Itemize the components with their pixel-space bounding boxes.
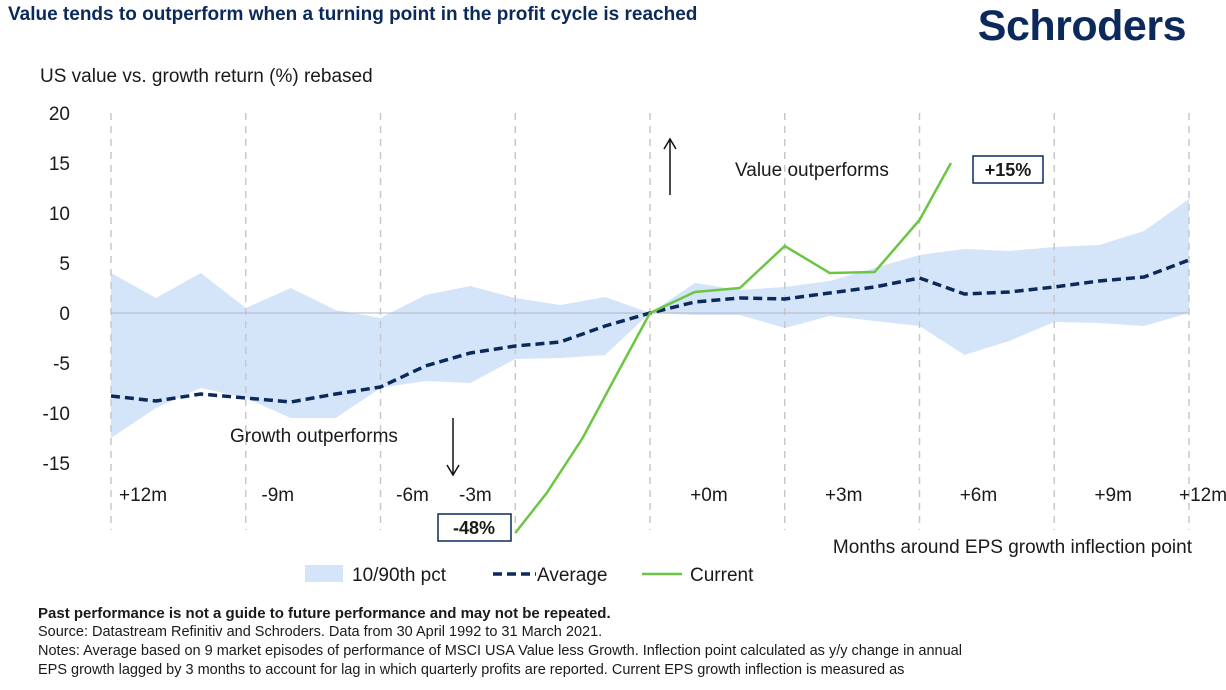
chart-area: 20 15 10 5 0 -5 -10 -15 +12m -9m -6m -3m +0m +3m +6m +9… <box>43 104 1226 586</box>
series-current-line <box>514 162 953 534</box>
notes-line-1: Notes: Average based on 9 market episode… <box>38 643 962 659</box>
y-tick-label: -5 <box>53 354 70 375</box>
legend-band-label: 10/90th pct <box>352 565 447 586</box>
growth-outperforms-label: Growth outperforms <box>230 426 398 447</box>
notes-line-2: EPS growth lagged by 3 months to account… <box>38 662 905 678</box>
x-tick-label: +9m <box>1094 485 1132 506</box>
x-tick-label: -6m <box>396 485 429 506</box>
y-axis-title: US value vs. growth return (%) rebased <box>40 66 373 87</box>
y-tick-label: 5 <box>59 254 70 275</box>
x-tick-label: +12m <box>119 485 167 506</box>
callout-low-box <box>437 513 512 542</box>
y-tick-label: 0 <box>59 304 70 325</box>
y-tick-label: 10 <box>49 204 70 225</box>
up-arrow-head-icon <box>663 137 677 150</box>
schroders-logo: Schroders <box>977 2 1187 50</box>
x-tick-label: +12m <box>1179 485 1226 506</box>
callout-high-label: +15% <box>985 160 1032 180</box>
value-outperforms-label: Value outperforms <box>735 160 889 181</box>
footer: Past performance is not a guide to futur… <box>38 604 1218 680</box>
chart-title: Value tends to outperform when a turning… <box>8 4 698 25</box>
x-axis-title: Months around EPS growth inflection poin… <box>833 537 1193 558</box>
callout-low-label: -48% <box>453 518 495 538</box>
source-text: Source: Datastream Refinitiv and Schrode… <box>38 624 603 640</box>
disclaimer-text: Past performance is not a guide to futur… <box>38 605 611 622</box>
y-tick-label: 20 <box>49 104 70 125</box>
x-tick-label: -3m <box>459 485 492 506</box>
y-tick-label: -15 <box>43 454 70 475</box>
x-tick-label: +6m <box>960 485 998 506</box>
x-tick-label: -9m <box>261 485 294 506</box>
legend-current-label: Current <box>690 565 754 586</box>
legend-band-swatch <box>305 565 343 582</box>
callout-high-box <box>972 155 1044 184</box>
y-tick-label: 15 <box>49 154 70 175</box>
legend-average-label: Average <box>537 565 607 586</box>
x-tick-label: +3m <box>825 485 863 506</box>
x-tick-label: +0m <box>690 485 728 506</box>
y-tick-label: -10 <box>43 404 70 425</box>
down-arrow-head-icon <box>446 464 460 477</box>
